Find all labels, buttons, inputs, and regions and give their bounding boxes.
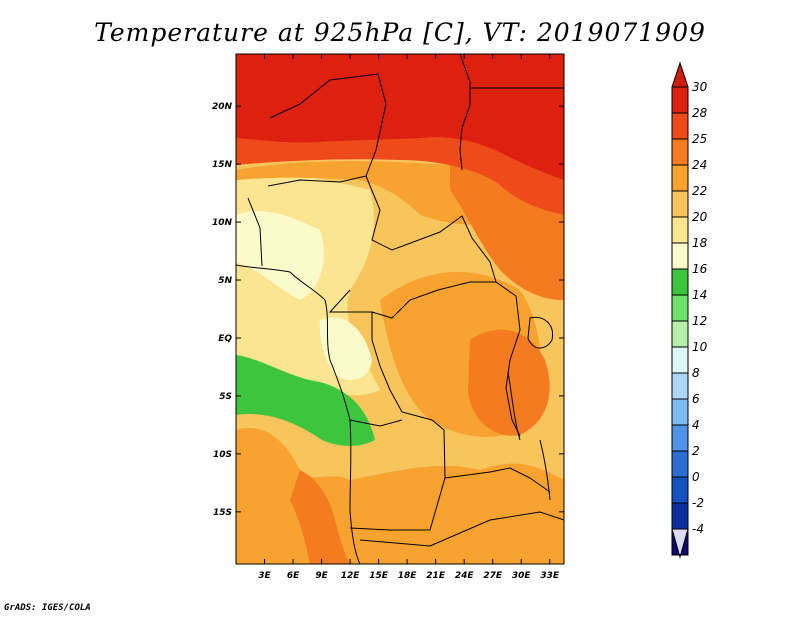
colorbar-level-label: 18 xyxy=(692,236,708,250)
border-chad xyxy=(365,175,497,283)
border-namibia xyxy=(359,511,564,547)
temperature-band-coast-mild xyxy=(236,210,324,300)
colorbar-level-label: 4 xyxy=(692,418,700,432)
colorbar-level-label: 22 xyxy=(692,184,707,198)
lon-tick-label: 12E xyxy=(341,571,361,581)
country-borders xyxy=(236,54,564,564)
colorbar-segment xyxy=(671,242,689,270)
colorbar-level-label: 20 xyxy=(692,210,708,224)
lat-tick-label: 15S xyxy=(213,508,232,518)
border-angola-south xyxy=(349,471,491,531)
lat-tick-label: 10N xyxy=(212,218,233,228)
colorbar-level-label: 14 xyxy=(692,288,707,302)
colorbar-level-label: 10 xyxy=(692,340,708,354)
lake-victoria xyxy=(527,316,554,349)
temperature-field xyxy=(236,54,564,564)
lake-malawi xyxy=(539,439,551,501)
colorbar-top-triangle xyxy=(671,61,689,88)
colorbar-level-label: 12 xyxy=(692,314,707,328)
border-nigeria xyxy=(267,175,367,187)
temperature-band-green-lowlands xyxy=(236,355,375,446)
colorbar-segment xyxy=(671,138,689,166)
border-car xyxy=(371,281,517,319)
border-cameroon xyxy=(328,289,373,340)
colorbar-segment xyxy=(671,476,689,504)
colorbar-level-label: 8 xyxy=(692,366,700,380)
lon-tick-label: 27E xyxy=(483,571,503,581)
lake-tanganyika xyxy=(507,371,521,441)
lat-tick-label: EQ xyxy=(218,334,232,344)
colorbar-level-label: 16 xyxy=(692,262,708,276)
map-title: Temperature at 925hPa [C], VT: 201907190… xyxy=(94,18,706,47)
colorbar-segment xyxy=(671,294,689,322)
colorbar-level-label: 2 xyxy=(692,444,700,458)
colorbar-bottom-triangle xyxy=(671,528,689,559)
lon-tick-label: 21E xyxy=(426,571,446,581)
colorbar-segment xyxy=(671,268,689,296)
axis-ticks: 20N 15N 10N 5N EQ 5S 10S 15S 3E 6E 9E 12E 15E 18E 21E 2… xyxy=(212,54,564,581)
colorbar-segment xyxy=(671,398,689,426)
colorbar-segment xyxy=(671,112,689,140)
colorbar-level-label: 24 xyxy=(692,158,707,172)
colorbar-segment xyxy=(671,320,689,348)
colorbar-segment xyxy=(671,502,689,530)
coastline xyxy=(236,264,361,564)
lon-tick-label: 18E xyxy=(398,571,418,581)
colorbar-level-label: 6 xyxy=(692,392,700,406)
colorbar-segment xyxy=(671,216,689,244)
colorbar-segment xyxy=(671,450,689,478)
border-congo xyxy=(371,339,446,479)
temperature-band-sahara-hot xyxy=(236,54,564,180)
border-north-a xyxy=(269,73,387,177)
temperature-band-sahara-warm xyxy=(236,124,564,215)
colorbar-segment xyxy=(671,424,689,452)
colorbar-level-label: 28 xyxy=(692,106,708,120)
colorbar-level-label: -4 xyxy=(692,522,704,536)
lon-tick-label: 15E xyxy=(369,571,389,581)
colorbar-segment xyxy=(671,190,689,218)
colorbar-segment xyxy=(671,372,689,400)
colorbar-level-label: 0 xyxy=(692,470,700,484)
lon-tick-label: 9E xyxy=(315,571,328,581)
lat-tick-label: 20N xyxy=(212,102,233,112)
border-zambia xyxy=(489,467,551,493)
colorbar-level-label: -2 xyxy=(692,496,704,510)
temperature-band-sahel xyxy=(236,161,505,225)
grads-credit: GrADS: IGES/COLA xyxy=(4,603,91,613)
colorbar-segment xyxy=(671,346,689,374)
lat-tick-label: 10S xyxy=(213,450,232,460)
lon-tick-label: 30E xyxy=(512,571,532,581)
colorbar-level-label: 25 xyxy=(692,132,707,146)
lon-tick-label: 6E xyxy=(287,571,300,581)
temperature-band-angola-coast xyxy=(290,470,350,564)
lat-tick-label: 15N xyxy=(212,160,233,170)
border-angola xyxy=(349,419,403,427)
plot-frame xyxy=(235,53,565,565)
colorbar-segment xyxy=(671,164,689,192)
border-west xyxy=(247,197,263,267)
colorbar-level-label: 30 xyxy=(692,80,708,94)
lat-tick-label: 5S xyxy=(219,392,232,402)
lon-tick-label: 33E xyxy=(540,571,560,581)
lon-tick-label: 24E xyxy=(455,571,475,581)
colorbar-segment xyxy=(671,86,689,114)
lon-tick-label: 3E xyxy=(258,571,271,581)
lat-tick-label: 5N xyxy=(218,276,232,286)
border-north-b xyxy=(459,54,471,171)
temperature-band-east xyxy=(468,329,550,436)
temperature-band-gabon xyxy=(319,317,372,380)
